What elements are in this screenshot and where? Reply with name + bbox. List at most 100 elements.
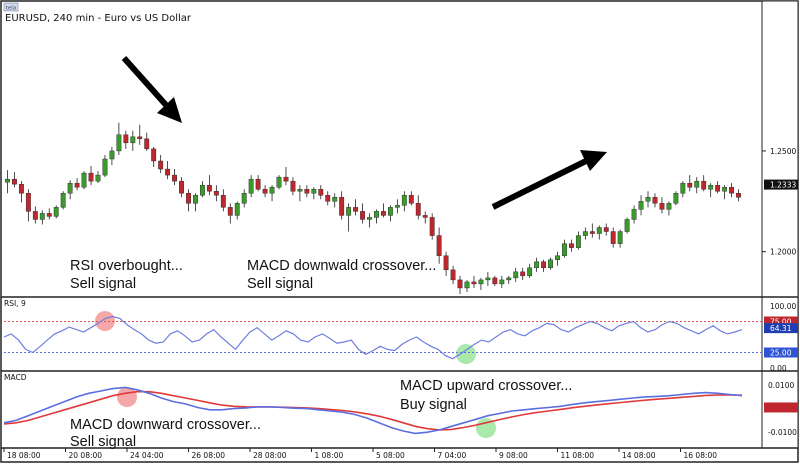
candle-body — [631, 209, 637, 220]
candle-body — [360, 211, 365, 220]
price-candle — [478, 277, 484, 290]
price-candle — [311, 187, 317, 200]
price-candle — [457, 275, 463, 295]
rsi-tick-label: 64.31 — [770, 324, 792, 333]
candle-body — [213, 191, 219, 196]
candle-body — [617, 231, 623, 244]
candle-body — [18, 183, 24, 194]
price-candle — [485, 271, 491, 286]
candle-body — [520, 271, 526, 277]
price-candle — [318, 185, 324, 200]
price-plot — [5, 122, 741, 295]
macd-current-box — [764, 402, 798, 413]
candle-body — [25, 193, 31, 212]
price-candle — [415, 195, 421, 220]
candle-body — [276, 176, 282, 188]
candle-body — [722, 186, 728, 192]
logo-text: tela — [6, 5, 16, 11]
price-candle — [53, 205, 59, 219]
price-candle — [659, 197, 665, 214]
candle-body — [332, 197, 338, 202]
candle-body — [436, 235, 442, 256]
price-candle — [262, 185, 268, 198]
price-candle — [32, 206, 38, 224]
candle-body — [457, 279, 463, 289]
candle-body — [387, 207, 393, 216]
candle-body — [582, 231, 588, 236]
price-candle — [339, 191, 345, 220]
candle-body — [269, 186, 275, 194]
candle-body — [394, 205, 400, 208]
candle-body — [513, 271, 519, 279]
candle-body — [381, 211, 386, 216]
candle-body — [290, 180, 296, 192]
price-candle — [353, 199, 359, 216]
candle-body — [353, 207, 359, 212]
candle-body — [193, 195, 198, 204]
candle-body — [172, 174, 178, 182]
time-tick-label: 20 08:00 — [69, 451, 103, 460]
candle-body — [589, 231, 595, 234]
candle-body — [5, 178, 10, 183]
price-candle — [269, 185, 275, 202]
price-candle — [680, 181, 686, 198]
price-candle — [568, 239, 574, 252]
candle-body — [492, 277, 498, 285]
macd-bottom-sell-signal-note: Sell signal — [70, 434, 136, 450]
price-candle — [736, 189, 741, 202]
price-candle — [492, 275, 498, 286]
price-candle — [624, 217, 630, 234]
price-candle — [582, 227, 588, 240]
price-candle — [109, 146, 115, 166]
price-candle — [652, 193, 658, 208]
price-candle — [694, 177, 700, 194]
price-candle — [596, 225, 602, 240]
price-candle — [81, 171, 87, 190]
price-candle — [401, 191, 407, 212]
candle-body — [165, 168, 171, 176]
price-candle — [387, 205, 393, 222]
macd-plot — [3, 386, 743, 435]
price-tick-label: 1.2500 — [770, 147, 796, 156]
candle-body — [499, 279, 505, 285]
candle-body — [137, 136, 143, 140]
price-candle — [46, 208, 52, 220]
candle-body — [401, 195, 407, 206]
candle-body — [652, 197, 658, 204]
candle-body — [562, 243, 567, 256]
macd-tick-label: 0.0100 — [768, 381, 794, 390]
up-trend-arrow — [491, 150, 607, 210]
candle-body — [687, 182, 693, 188]
price-candle — [603, 223, 609, 236]
candle-body — [464, 281, 470, 289]
candle-body — [555, 255, 560, 260]
price-candle — [227, 203, 233, 224]
price-candle — [673, 191, 679, 206]
candle-body — [32, 211, 38, 220]
candle-body — [548, 259, 553, 269]
candle-body — [603, 227, 609, 232]
price-candle — [360, 203, 365, 224]
candle-body — [318, 189, 324, 196]
candle-body — [346, 207, 352, 216]
price-candle — [12, 172, 17, 188]
candle-body — [88, 172, 94, 182]
candle-body — [53, 207, 59, 217]
price-candle — [290, 177, 296, 196]
price-candle — [520, 267, 526, 280]
time-tick-label: 24 04:00 — [130, 451, 164, 460]
rsi-tick-label: 25.00 — [770, 349, 792, 358]
price-candle — [562, 239, 567, 258]
candle-body — [367, 217, 372, 220]
price-candle — [172, 169, 178, 186]
price-candle — [443, 251, 449, 276]
candle-body — [701, 180, 707, 190]
price-candle — [422, 211, 428, 224]
price-candle — [165, 161, 171, 180]
candle-body — [568, 243, 574, 248]
candle-body — [102, 158, 108, 176]
price-candle — [381, 203, 386, 218]
